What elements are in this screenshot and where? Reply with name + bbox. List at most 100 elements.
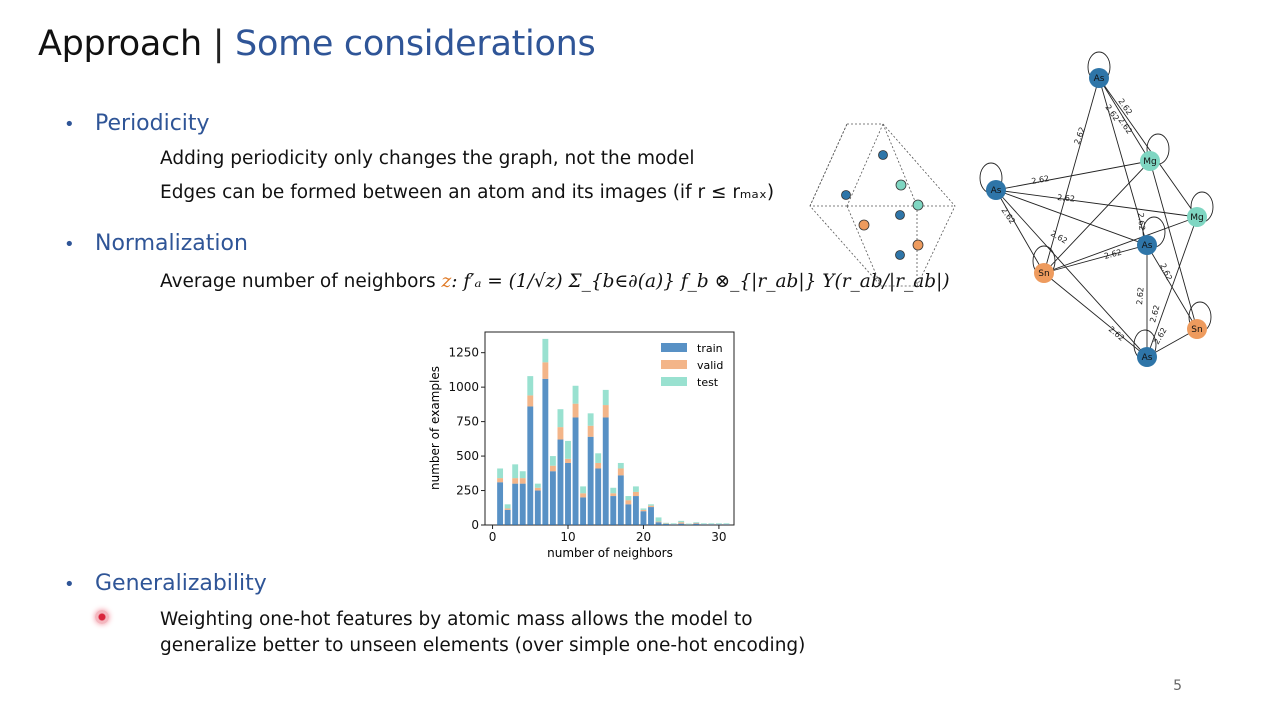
edge-label: 2.62 bbox=[1103, 248, 1123, 261]
bar-valid bbox=[587, 425, 594, 437]
cell-outline bbox=[809, 123, 956, 287]
bar-valid bbox=[534, 487, 541, 491]
bullet-dot: • bbox=[64, 574, 75, 595]
bar-test bbox=[572, 385, 579, 404]
bar-valid bbox=[527, 395, 534, 407]
bar-test bbox=[670, 523, 677, 525]
bar-test bbox=[549, 456, 556, 466]
bar-train bbox=[678, 523, 685, 525]
bar-valid bbox=[678, 522, 685, 524]
bar-valid bbox=[512, 478, 519, 484]
atom-as bbox=[878, 150, 888, 160]
title-separator: | bbox=[212, 24, 225, 64]
edge-label: 2.62 bbox=[1057, 193, 1076, 204]
svg-text:Mg: Mg bbox=[1143, 157, 1156, 167]
bar-valid bbox=[572, 403, 579, 418]
bar-train bbox=[565, 462, 571, 525]
bar-valid bbox=[617, 468, 624, 476]
edge-labels: 2.62 2.62 2.62 2.62 2.62 2.62 2.62 2.62 … bbox=[999, 97, 1174, 346]
bullet-dot: • bbox=[64, 234, 75, 255]
periodicity-line-1: Adding periodicity only changes the grap… bbox=[160, 148, 695, 169]
y-axis-label: number of examples bbox=[428, 366, 442, 490]
bar-valid bbox=[504, 508, 511, 510]
bar-valid bbox=[497, 478, 504, 483]
edge-label: 2.62 bbox=[1152, 326, 1169, 346]
node-mg: Mg bbox=[1140, 151, 1160, 171]
bullet-dot: • bbox=[64, 114, 75, 135]
bar-test bbox=[715, 523, 722, 525]
title-accent: Some considerations bbox=[235, 24, 596, 64]
bar-test bbox=[497, 468, 504, 479]
edge-label: 2.62 bbox=[1031, 174, 1050, 186]
legend-swatch-test bbox=[661, 377, 687, 386]
bar-test bbox=[512, 464, 519, 479]
svg-text:Sn: Sn bbox=[1038, 269, 1049, 279]
atom-mg bbox=[912, 199, 924, 211]
bar-test bbox=[655, 517, 662, 522]
bar-test bbox=[648, 504, 654, 506]
heading-normalization: Normalization bbox=[95, 231, 248, 256]
atom-as bbox=[895, 250, 905, 260]
bar-train bbox=[512, 483, 519, 525]
bar-test bbox=[685, 523, 692, 525]
atom-as bbox=[895, 210, 905, 220]
bar-train bbox=[700, 524, 707, 525]
svg-text:As: As bbox=[1142, 353, 1153, 363]
bar-train bbox=[723, 524, 730, 525]
legend-label-train: train bbox=[697, 342, 723, 355]
bar-valid bbox=[693, 522, 700, 524]
bar-test bbox=[565, 440, 571, 459]
x-tick-label: 0 bbox=[489, 530, 497, 544]
graph-nodes: As Mg As Mg As Sn Sn As bbox=[986, 68, 1207, 367]
y-tick-label: 250 bbox=[456, 484, 479, 498]
atom-as bbox=[841, 190, 851, 200]
bar-train bbox=[542, 378, 549, 525]
slide-title: Approach | Some considerations bbox=[38, 24, 596, 64]
node-as: As bbox=[986, 180, 1006, 200]
bar-test bbox=[693, 522, 700, 523]
bar-train bbox=[602, 417, 609, 525]
graph-edges bbox=[979, 51, 1214, 361]
y-axis-ticks: 0 250 500 750 1000 1250 bbox=[448, 346, 485, 532]
node-sn: Sn bbox=[1034, 263, 1054, 283]
legend-swatch-train bbox=[661, 343, 687, 352]
y-tick-label: 750 bbox=[456, 415, 479, 429]
heading-periodicity: Periodicity bbox=[95, 111, 210, 136]
bar-test bbox=[708, 523, 715, 525]
histogram-bars bbox=[497, 338, 730, 525]
svg-text:Sn: Sn bbox=[1191, 325, 1202, 335]
node-as: As bbox=[1089, 68, 1109, 88]
bar-valid bbox=[595, 462, 602, 469]
heading-generalizability: Generalizability bbox=[95, 571, 267, 596]
bar-test bbox=[700, 523, 707, 525]
bar-test bbox=[610, 487, 617, 494]
legend-label-valid: valid bbox=[697, 359, 723, 372]
bar-test bbox=[625, 496, 632, 501]
edge-label: 2.62 bbox=[1107, 325, 1126, 343]
bar-valid bbox=[640, 509, 647, 512]
bar-test bbox=[632, 486, 639, 492]
y-tick-label: 0 bbox=[471, 518, 479, 532]
bar-test bbox=[580, 486, 587, 494]
bar-train bbox=[587, 436, 594, 525]
edge-label: 2.62 bbox=[999, 206, 1017, 226]
neighbor-graph-diagram: 2.62 2.62 2.62 2.62 2.62 2.62 2.62 2.62 … bbox=[979, 51, 1214, 367]
bar-test bbox=[723, 523, 730, 525]
bar-train bbox=[557, 439, 564, 525]
chart-legend: train valid test bbox=[661, 342, 723, 389]
node-as: As bbox=[1137, 235, 1157, 255]
bar-train bbox=[693, 523, 700, 525]
bar-valid bbox=[610, 493, 617, 497]
bar-test bbox=[504, 504, 511, 509]
bar-valid bbox=[549, 465, 556, 472]
node-mg: Mg bbox=[1187, 207, 1207, 227]
laser-pointer bbox=[95, 610, 109, 624]
bar-train bbox=[670, 524, 677, 525]
bar-test bbox=[678, 520, 685, 523]
edge-label: 2.62 bbox=[1116, 116, 1134, 136]
bar-train bbox=[655, 522, 662, 525]
x-axis-label: number of neighbors bbox=[547, 546, 673, 560]
bar-test bbox=[519, 471, 526, 479]
bar-train bbox=[504, 509, 511, 525]
normalization-formula: : f′ₐ = (1/√z) Σ_{b∈∂(a)} f_b ⊗_{|r_ab|}… bbox=[451, 271, 950, 292]
